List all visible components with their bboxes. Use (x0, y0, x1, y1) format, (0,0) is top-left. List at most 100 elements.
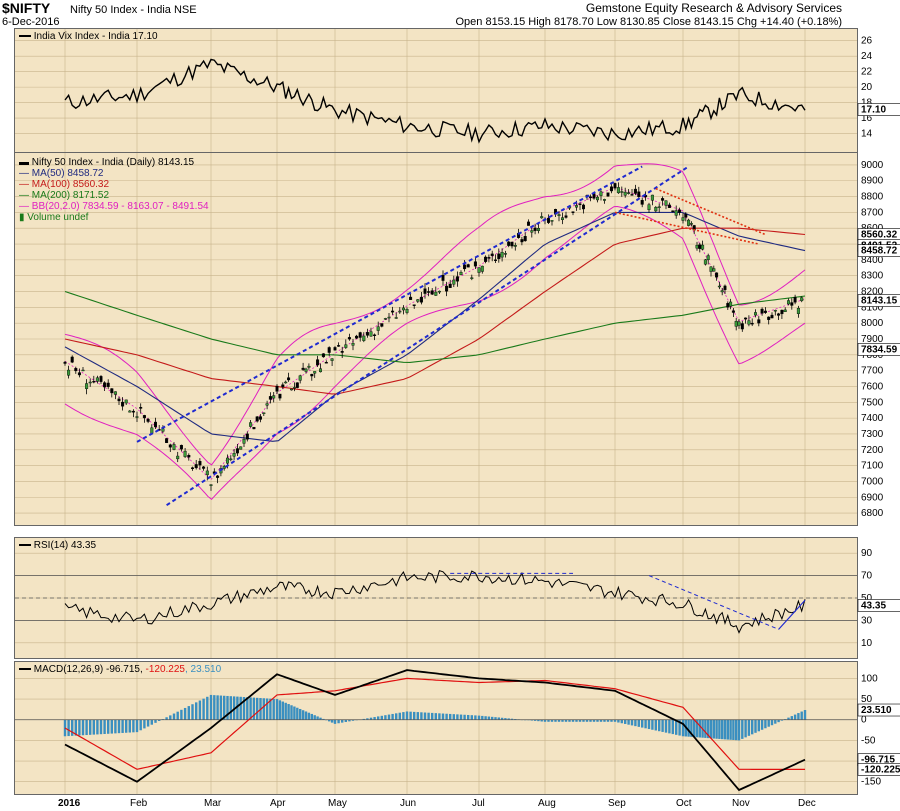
candle-body (387, 316, 391, 319)
candle-body (81, 369, 85, 372)
candle-body (168, 444, 172, 448)
macd-histogram-bar (754, 719, 757, 733)
candle-body (610, 186, 614, 192)
macd-histogram-bar (229, 696, 232, 720)
macd-histogram-bar (787, 717, 790, 720)
vix-legend-swatch (19, 35, 31, 38)
rsi-badge-label: 43.35 (861, 600, 886, 611)
candle-body (540, 216, 544, 219)
macd-histogram-bar (777, 719, 780, 723)
candle-body (530, 230, 534, 233)
candle-body (723, 285, 727, 291)
candle-body (412, 304, 416, 306)
candle-body (800, 297, 804, 302)
candle-body (365, 332, 369, 336)
macd-histogram-bar (213, 695, 216, 720)
candle-body (760, 308, 764, 314)
candle-body (355, 335, 359, 339)
candle-body (441, 274, 445, 281)
candle-body (150, 427, 154, 434)
macd-histogram-bar (135, 719, 139, 733)
candle-body (703, 259, 707, 265)
macd-histogram-bar (348, 719, 351, 722)
macd-histogram-bar (301, 710, 305, 720)
macd-histogram-bar (658, 719, 661, 732)
candle-body (187, 454, 191, 458)
candle-body (117, 398, 121, 402)
support-line (614, 211, 759, 245)
macd-histogram-bar (641, 719, 644, 728)
macd-histogram-bar (744, 719, 747, 738)
macd-histogram-bar (564, 719, 568, 722)
bb-legend: — BB(20,2.0) 7834.59 - 8163.07 - 8491.54 (19, 201, 209, 212)
macd-histogram-bar (624, 719, 627, 724)
candle-body (777, 313, 781, 316)
ma50-line (64, 211, 806, 442)
macd-histogram-bar (78, 719, 81, 736)
candle-body (575, 205, 579, 208)
candle-body (747, 320, 751, 325)
candle-body (319, 368, 323, 373)
candle-body (376, 326, 380, 331)
macd-histogram-bar (290, 705, 293, 720)
bottom-x-tick-label: Mar (204, 798, 222, 809)
macd-histogram-bar (678, 719, 681, 736)
candle-body (661, 198, 665, 201)
macd-histogram-bar (278, 700, 282, 720)
candle-body (671, 210, 675, 212)
macd-histogram-bar (416, 712, 419, 720)
candle-body (258, 416, 262, 420)
macd-histogram-bar (143, 719, 146, 729)
vix-tick-label: 18 (861, 98, 873, 109)
candle-body (391, 310, 395, 313)
candle-body (95, 377, 99, 382)
macd-histogram-bar (456, 714, 459, 720)
candle-body (480, 265, 484, 272)
candle-body (448, 283, 452, 288)
macd-histogram-bar (651, 719, 654, 730)
bb-lower-line (64, 205, 806, 500)
candle-body (373, 334, 377, 337)
candle-body (715, 272, 719, 278)
macd-histogram-bar (654, 719, 657, 731)
macd-histogram-bar (242, 697, 246, 720)
vix-plot: 26 24 22 20 18 16 14 17.10 (15, 29, 900, 153)
macd-histogram-bar (158, 719, 161, 721)
macd-histogram-bar (661, 719, 664, 732)
macd-histogram-bar (198, 700, 202, 720)
macd-histogram-bar (507, 718, 510, 720)
candle-body (536, 228, 540, 231)
candle-body (497, 253, 501, 260)
candle-body (88, 381, 92, 384)
macd-histogram-bar (514, 719, 517, 720)
macd-histogram-bar (630, 719, 634, 726)
macd-histogram-bar (634, 719, 637, 727)
macd-histogram-bar (613, 719, 617, 722)
macd-histogram-bar (246, 697, 249, 720)
candle-body (466, 264, 470, 268)
vix-panel: 26 24 22 20 18 16 14 17.10 India Vix Index - In… (14, 28, 900, 154)
macd-histogram-bar (438, 713, 441, 720)
candle-body (520, 239, 524, 243)
candle-body (487, 257, 491, 259)
macd-histogram-bar (71, 719, 74, 736)
candle-body (290, 388, 294, 391)
macd-histogram-bar (687, 719, 690, 737)
macd-histogram-bar (202, 698, 205, 720)
price-tick-label: 7000 (861, 476, 884, 487)
macd-histogram-bar (543, 719, 547, 722)
candle-body (337, 345, 341, 347)
candle-body (265, 403, 269, 406)
candle-body (734, 320, 738, 327)
candle-body (183, 450, 187, 457)
macd-histogram-bar (803, 710, 807, 720)
candle-body (783, 309, 787, 313)
candle-body (275, 385, 279, 392)
candle-body (533, 227, 537, 231)
ma200-legend-label: MA(200) 8171.52 (31, 190, 110, 201)
candle-body (767, 316, 771, 320)
macd-histogram-bar (423, 712, 427, 720)
macd-histogram-bar (96, 719, 99, 735)
candle-body (304, 368, 308, 372)
price-legend-main: ▬ Nifty 50 Index - India (Daily) 8143.15 (19, 157, 195, 168)
